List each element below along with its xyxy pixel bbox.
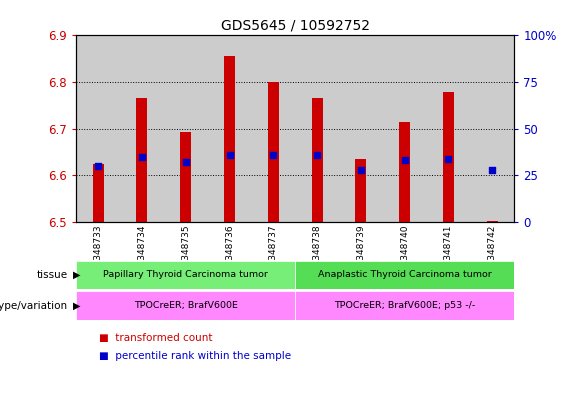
Text: ▶: ▶ [73,301,81,310]
Bar [180,132,191,222]
Bar [76,291,295,320]
Bar [224,56,235,222]
Bar [164,35,208,222]
Bar [93,164,103,222]
Bar [427,35,470,222]
Bar [120,35,164,222]
Text: ▶: ▶ [73,270,81,280]
Bar [339,35,383,222]
Text: tissue: tissue [37,270,68,280]
Text: ■  percentile rank within the sample: ■ percentile rank within the sample [99,351,291,361]
Text: genotype/variation: genotype/variation [0,301,68,310]
Point [444,155,453,162]
Bar [295,35,339,222]
Bar [208,35,251,222]
Text: TPOCreER; BrafV600E; p53 -/-: TPOCreER; BrafV600E; p53 -/- [334,301,475,310]
Bar [383,35,427,222]
Point [225,152,234,158]
Bar [268,82,279,222]
Bar [295,291,514,320]
Text: TPOCreER; BrafV600E: TPOCreER; BrafV600E [134,301,238,310]
Point [400,157,409,163]
Point [94,163,103,169]
Bar [355,159,366,222]
Point [137,154,146,160]
Bar [76,261,295,289]
Text: Anaplastic Thyroid Carcinoma tumor: Anaplastic Thyroid Carcinoma tumor [318,270,492,279]
Bar [487,220,498,222]
Bar [295,261,514,289]
Bar [470,35,514,222]
Bar [312,98,323,222]
Point [181,159,190,165]
Bar [137,98,147,222]
Point [488,167,497,173]
Text: Papillary Thyroid Carcinoma tumor: Papillary Thyroid Carcinoma tumor [103,270,268,279]
Title: GDS5645 / 10592752: GDS5645 / 10592752 [221,19,370,33]
Point [312,152,321,158]
Point [269,152,278,158]
Bar [76,35,120,222]
Bar [251,35,295,222]
Text: ■  transformed count: ■ transformed count [99,333,212,343]
Bar [443,92,454,222]
Bar [399,122,410,222]
Point [357,167,366,173]
